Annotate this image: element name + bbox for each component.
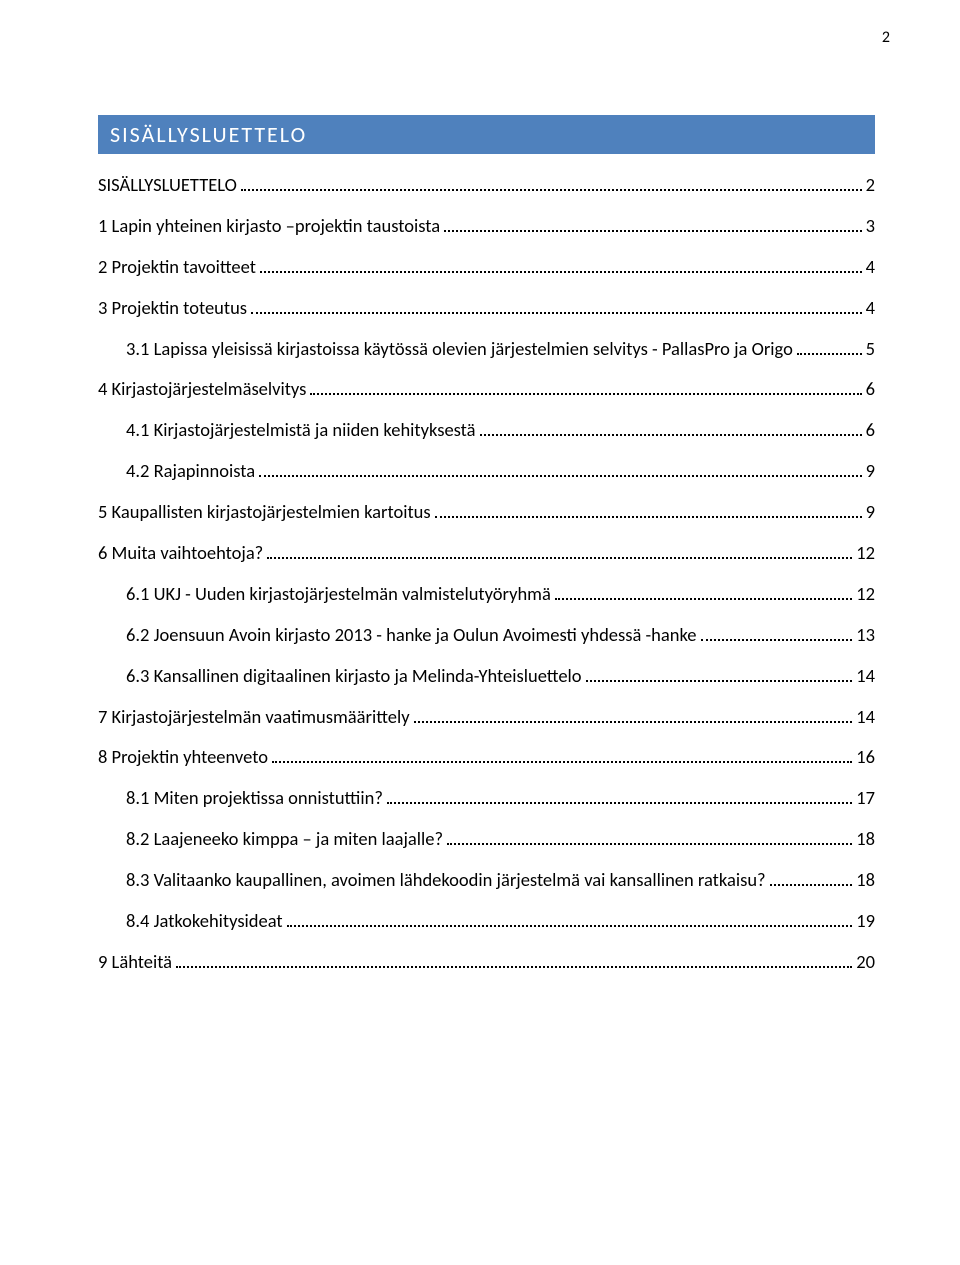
toc-entry-title: 2 Projektin tavoitteet [98, 254, 256, 280]
toc-entry[interactable]: 8.1 Miten projektissa onnistuttiin? 17 [98, 785, 875, 811]
toc-heading-banner: SISÄLLYSLUETTELO [98, 115, 875, 154]
toc-entry-title: 6.2 Joensuun Avoin kirjasto 2013 - hanke… [126, 622, 697, 648]
table-of-contents: SISÄLLYSLUETTELO 2 1 Lapin yhteinen kirjas… [98, 172, 875, 975]
toc-entry[interactable]: 6.2 Joensuun Avoin kirjasto 2013 - hanke… [98, 622, 875, 648]
toc-entry-title: 8.4 Jatkokehitysideat [126, 908, 283, 934]
toc-entry-page: 19 [856, 908, 875, 934]
toc-leader-dots [259, 475, 862, 477]
toc-entry-title: 8.1 Miten projektissa onnistuttiin? [126, 785, 383, 811]
toc-entry[interactable]: 5 Kaupallisten kirjastojärjestelmien kar… [98, 499, 875, 525]
toc-entry-page: 14 [856, 663, 875, 689]
toc-entry-title: 6.1 UKJ - Uuden kirjastojärjestelmän val… [126, 581, 551, 607]
toc-entry[interactable]: 6.3 Kansallinen digitaalinen kirjasto ja… [98, 663, 875, 689]
toc-entry-page: 9 [866, 458, 875, 484]
toc-leader-dots [447, 843, 852, 845]
toc-entry-title: 3.1 Lapissa yleisissä kirjastoissa käytö… [126, 336, 793, 362]
toc-entry[interactable]: 8.3 Valitaanko kaupallinen, avoimen lähd… [98, 867, 875, 893]
toc-leader-dots [770, 884, 853, 886]
toc-entry-title: 1 Lapin yhteinen kirjasto –projektin tau… [98, 213, 440, 239]
toc-entry[interactable]: 2 Projektin tavoitteet 4 [98, 254, 875, 280]
toc-entry-title: 4 Kirjastojärjestelmäselvitys [98, 376, 306, 402]
toc-entry-page: 6 [866, 417, 875, 443]
toc-leader-dots [387, 802, 852, 804]
toc-entry-title: 4.1 Kirjastojärjestelmistä ja niiden keh… [126, 417, 476, 443]
toc-entry-page: 9 [866, 499, 875, 525]
toc-entry-page: 20 [856, 949, 875, 975]
page-number-top: 2 [882, 28, 890, 47]
toc-entry-title: 6 Muita vaihtoehtoja? [98, 540, 263, 566]
toc-leader-dots [480, 434, 862, 436]
toc-leader-dots [555, 598, 852, 600]
toc-leader-dots [701, 639, 853, 641]
toc-entry-page: 16 [856, 744, 875, 770]
toc-leader-dots [272, 761, 852, 763]
toc-entry-page: 2 [866, 172, 875, 198]
toc-entry[interactable]: 1 Lapin yhteinen kirjasto –projektin tau… [98, 213, 875, 239]
toc-entry-page: 6 [866, 376, 875, 402]
toc-entry-page: 12 [856, 540, 875, 566]
toc-leader-dots [267, 557, 852, 559]
toc-leader-dots [435, 516, 862, 518]
toc-leader-dots [241, 189, 862, 191]
toc-entry-title: 7 Kirjastojärjestelmän vaatimusmäärittel… [98, 704, 410, 730]
toc-entry[interactable]: 9 Lähteitä 20 [98, 949, 875, 975]
toc-entry-title: 4.2 Rajapinnoista [126, 458, 255, 484]
toc-entry[interactable]: 8 Projektin yhteenveto 16 [98, 744, 875, 770]
toc-entry[interactable]: SISÄLLYSLUETTELO 2 [98, 172, 875, 198]
document-content: SISÄLLYSLUETTELO SISÄLLYSLUETTELO 2 1 Lapi… [0, 0, 960, 975]
toc-leader-dots [251, 312, 862, 314]
toc-entry-page: 18 [856, 867, 875, 893]
toc-entry[interactable]: 8.4 Jatkokehitysideat 19 [98, 908, 875, 934]
toc-entry[interactable]: 3.1 Lapissa yleisissä kirjastoissa käytö… [98, 336, 875, 362]
toc-entry[interactable]: 4.1 Kirjastojärjestelmistä ja niiden keh… [98, 417, 875, 443]
toc-leader-dots [586, 680, 853, 682]
toc-leader-dots [310, 393, 861, 395]
toc-leader-dots [414, 721, 853, 723]
toc-entry-title: 9 Lähteitä [98, 949, 172, 975]
toc-entry-page: 13 [856, 622, 875, 648]
toc-entry-title: SISÄLLYSLUETTELO [98, 172, 237, 198]
toc-entry[interactable]: 6.1 UKJ - Uuden kirjastojärjestelmän val… [98, 581, 875, 607]
toc-entry-page: 3 [866, 213, 875, 239]
toc-entry[interactable]: 8.2 Laajeneeko kimppa – ja miten laajall… [98, 826, 875, 852]
toc-entry-page: 4 [866, 295, 875, 321]
toc-leader-dots [444, 230, 862, 232]
toc-entry-page: 18 [856, 826, 875, 852]
toc-entry-title: 5 Kaupallisten kirjastojärjestelmien kar… [98, 499, 431, 525]
toc-leader-dots [260, 271, 862, 273]
toc-entry[interactable]: 3 Projektin toteutus 4 [98, 295, 875, 321]
toc-entry[interactable]: 7 Kirjastojärjestelmän vaatimusmäärittel… [98, 704, 875, 730]
toc-entry-title: 3 Projektin toteutus [98, 295, 247, 321]
toc-entry-title: 8.3 Valitaanko kaupallinen, avoimen lähd… [126, 867, 766, 893]
toc-leader-dots [287, 925, 853, 927]
toc-entry[interactable]: 6 Muita vaihtoehtoja? 12 [98, 540, 875, 566]
toc-leader-dots [176, 966, 852, 968]
toc-leader-dots [797, 353, 862, 355]
toc-entry-title: 8.2 Laajeneeko kimppa – ja miten laajall… [126, 826, 443, 852]
toc-entry-page: 4 [866, 254, 875, 280]
toc-entry[interactable]: 4.2 Rajapinnoista 9 [98, 458, 875, 484]
toc-entry-page: 12 [856, 581, 875, 607]
toc-entry-page: 14 [856, 704, 875, 730]
toc-entry-page: 17 [856, 785, 875, 811]
toc-entry-page: 5 [866, 336, 875, 362]
toc-entry-title: 6.3 Kansallinen digitaalinen kirjasto ja… [126, 663, 582, 689]
toc-entry[interactable]: 4 Kirjastojärjestelmäselvitys 6 [98, 376, 875, 402]
toc-entry-title: 8 Projektin yhteenveto [98, 744, 268, 770]
